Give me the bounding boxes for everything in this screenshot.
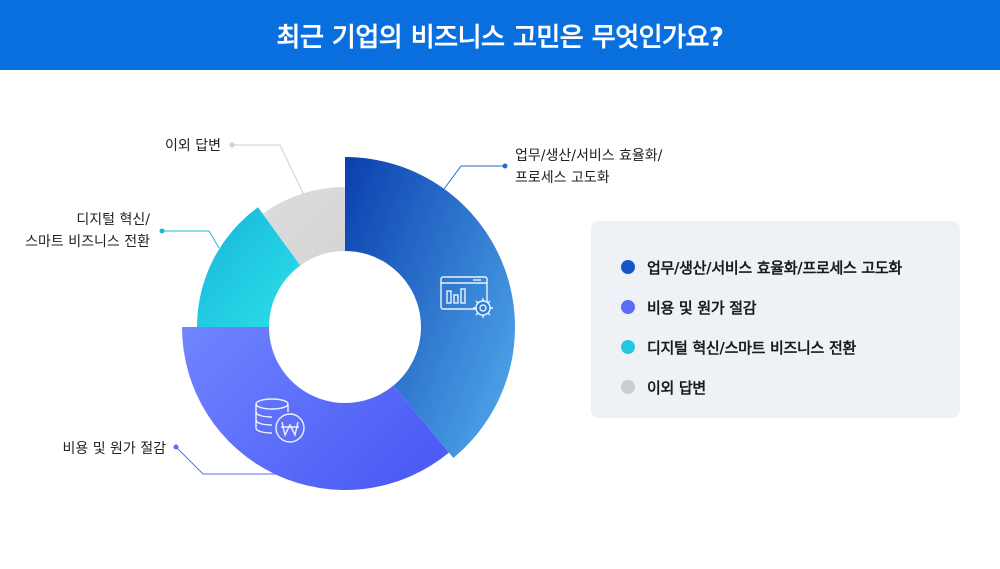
callout-label: 비용 및 원가 절감 [62,441,166,457]
donut-slice [345,157,515,458]
donut-slice [197,207,301,327]
callout-line [175,446,287,475]
legend-item: 이외 답변 [621,367,960,407]
chart-legend: 업무/생산/서비스 효율화/프로세스 고도화 비용 및 원가 절감 디지털 혁신… [591,221,960,418]
callout-dot [502,163,508,169]
legend-item: 디지털 혁신/스마트 비즈니스 전환 [621,327,960,367]
legend-item: 비용 및 원가 절감 [621,287,960,327]
dashboard-gear-icon [440,276,493,318]
coins-won-icon [255,398,305,443]
donut-slice [182,327,449,490]
legend-swatch [621,380,635,394]
page-title: 최근 기업의 비즈니스 고민은 무엇인가요? [276,22,724,53]
callout-label: 디지털 혁신/스마트 비즈니스 전환 [25,212,150,250]
legend-swatch [621,300,635,314]
callout-label: 이외 답변 [165,138,221,154]
legend-item: 업무/생산/서비스 효율화/프로세스 고도화 [621,247,960,287]
callout-line [162,230,220,249]
legend-swatch [621,260,635,274]
legend-swatch [621,340,635,354]
legend-label: 디지털 혁신/스마트 비즈니스 전환 [647,338,856,357]
donut-slice [262,187,345,266]
callout-line [232,144,305,196]
callout-line [443,165,505,190]
legend-label: 비용 및 원가 절감 [647,298,757,317]
callout-label: 업무/생산/서비스 효율화/프로세스 고도화 [515,148,663,186]
callout-dot [229,142,235,148]
legend-label: 업무/생산/서비스 효율화/프로세스 고도화 [647,258,902,277]
callout-dot [173,444,179,450]
callout-dot [159,228,165,234]
legend-label: 이외 답변 [647,378,706,397]
header-bar: 최근 기업의 비즈니스 고민은 무엇인가요? [0,0,1000,70]
